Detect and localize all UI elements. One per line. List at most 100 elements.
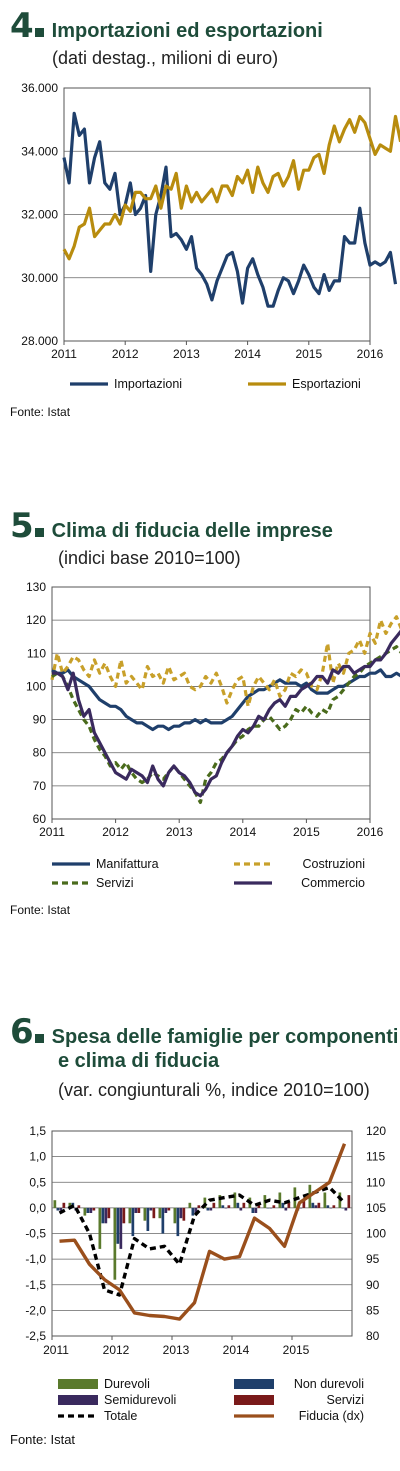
bar-servizi [302, 1200, 306, 1208]
bar-non-durevoli [86, 1207, 90, 1213]
bar-semidurevoli [104, 1207, 108, 1224]
y-left-tick-label: 0,0 [29, 1201, 46, 1215]
legend-label: Durevoli [104, 1377, 150, 1391]
x-tick-label: 2011 [43, 1343, 69, 1357]
chart-subtitle: (dati destag., milioni di euro) [52, 48, 279, 68]
y-right-tick-label: 110 [366, 1175, 385, 1189]
chart-title-text-line2: e clima di fiducia [58, 1050, 220, 1072]
bar-semidurevoli [344, 1207, 348, 1211]
bar-durevoli [98, 1207, 102, 1249]
bar-non-durevoli [266, 1207, 270, 1209]
x-tick-label: 2013 [166, 825, 193, 839]
bar-non-durevoli [131, 1207, 135, 1237]
x-tick-label: 2013 [163, 1343, 190, 1357]
legend-swatch [234, 1379, 274, 1389]
chart-source: Fonte: Istat [10, 903, 71, 917]
bar-durevoli [278, 1192, 282, 1208]
y-right-tick-label: 80 [366, 1329, 380, 1343]
chart-number: 6 [10, 1012, 34, 1052]
bar-semidurevoli [239, 1207, 243, 1211]
bar-durevoli [143, 1207, 147, 1221]
bar-servizi [257, 1205, 261, 1208]
y-right-tick-label: 85 [366, 1303, 380, 1317]
chart-panel-5: 5 Clima di fiducia delle imprese (indici … [10, 506, 400, 917]
bar-servizi [182, 1207, 186, 1221]
y-tick-label: 60 [33, 812, 47, 826]
chart-title-text: Importazioni ed esportazioni [51, 20, 323, 42]
bar-servizi [107, 1207, 111, 1219]
bar-durevoli [83, 1207, 87, 1216]
y-tick-label: 130 [26, 580, 46, 594]
bar-non-durevoli [221, 1205, 225, 1208]
bar-non-durevoli [176, 1207, 180, 1237]
x-tick-label: 2013 [173, 347, 200, 361]
bar-servizi [347, 1195, 351, 1208]
bar-servizi [317, 1202, 321, 1208]
bar-servizi [137, 1207, 141, 1213]
chart-number: 5 [10, 506, 34, 546]
legend-label: Commercio [301, 876, 365, 890]
bar-semidurevoli [224, 1207, 228, 1209]
bar-servizi [62, 1202, 66, 1208]
bar-non-durevoli [146, 1207, 150, 1231]
bar-servizi [167, 1207, 171, 1211]
y-left-tick-label: -2,5 [25, 1329, 46, 1343]
y-tick-label: 100 [26, 679, 46, 693]
series-line-importazioni [62, 111, 398, 308]
legend-label: Fiducia (dx) [299, 1409, 364, 1423]
legend-label: Totale [104, 1409, 137, 1423]
bar-non-durevoli [251, 1207, 255, 1213]
chart-source: Fonte: Istat [10, 1432, 76, 1447]
title-dot-icon [34, 1034, 44, 1043]
x-tick-label: 2012 [103, 1343, 130, 1357]
bar-durevoli [128, 1207, 132, 1224]
x-tick-label: 2014 [234, 347, 261, 361]
bar-non-durevoli [56, 1207, 60, 1211]
chart-source: Fonte: Istat [10, 405, 71, 419]
bar-semidurevoli [149, 1207, 153, 1211]
chart-subtitle: (indici base 2010=100) [58, 548, 241, 568]
y-tick-label: 70 [33, 779, 47, 793]
y-tick-label: 90 [33, 713, 47, 727]
x-tick-label: 2014 [223, 1343, 250, 1357]
bar-servizi [77, 1205, 81, 1208]
bar-non-durevoli [116, 1207, 120, 1244]
title-dot-icon [34, 28, 44, 37]
bar-servizi [242, 1202, 246, 1208]
bar-servizi [197, 1205, 201, 1208]
bar-servizi [272, 1205, 276, 1208]
y-left-tick-label: -1,5 [25, 1278, 46, 1292]
bar-semidurevoli [284, 1207, 288, 1211]
title-dot-icon [34, 528, 44, 537]
y-tick-label: 80 [33, 746, 47, 760]
legend-label: Importazioni [114, 377, 182, 391]
bar-durevoli [173, 1207, 177, 1224]
y-tick-label: 120 [26, 613, 46, 627]
y-right-tick-label: 100 [366, 1227, 386, 1241]
y-left-tick-label: 1,5 [29, 1124, 46, 1138]
legend-label: Non durevoli [294, 1377, 364, 1391]
bar-non-durevoli [326, 1205, 330, 1208]
x-tick-label: 2012 [112, 347, 139, 361]
bar-non-durevoli [236, 1202, 240, 1208]
y-tick-label: 36.000 [21, 81, 58, 95]
bar-servizi [92, 1207, 96, 1211]
bar-durevoli [188, 1202, 192, 1208]
bar-durevoli [158, 1207, 162, 1219]
series-line-totale [58, 1185, 346, 1297]
bar-semidurevoli [59, 1207, 63, 1211]
legend-swatch [234, 1395, 274, 1405]
bar-non-durevoli [101, 1207, 105, 1224]
chart-svg-4: 28.000 30.000 32.000 34.000 36.000 2011 2012 20… [21, 81, 400, 391]
bar-semidurevoli [314, 1205, 318, 1208]
chart-panel-4: 4 Importazioni ed esportazioni (dati dest… [0, 0, 400, 440]
chart-title: 5 Clima di fiducia delle imprese [10, 506, 333, 546]
y-right-tick-label: 105 [366, 1201, 386, 1215]
y-left-tick-label: 0,5 [29, 1175, 46, 1189]
bar-semidurevoli [89, 1207, 93, 1213]
legend-label: Costruzioni [302, 857, 365, 871]
bar-semidurevoli [119, 1207, 123, 1249]
chart-title: 6 Spesa delle famiglie per componenti [10, 1012, 398, 1052]
bar-semidurevoli [329, 1207, 333, 1209]
bar-semidurevoli [164, 1207, 168, 1213]
